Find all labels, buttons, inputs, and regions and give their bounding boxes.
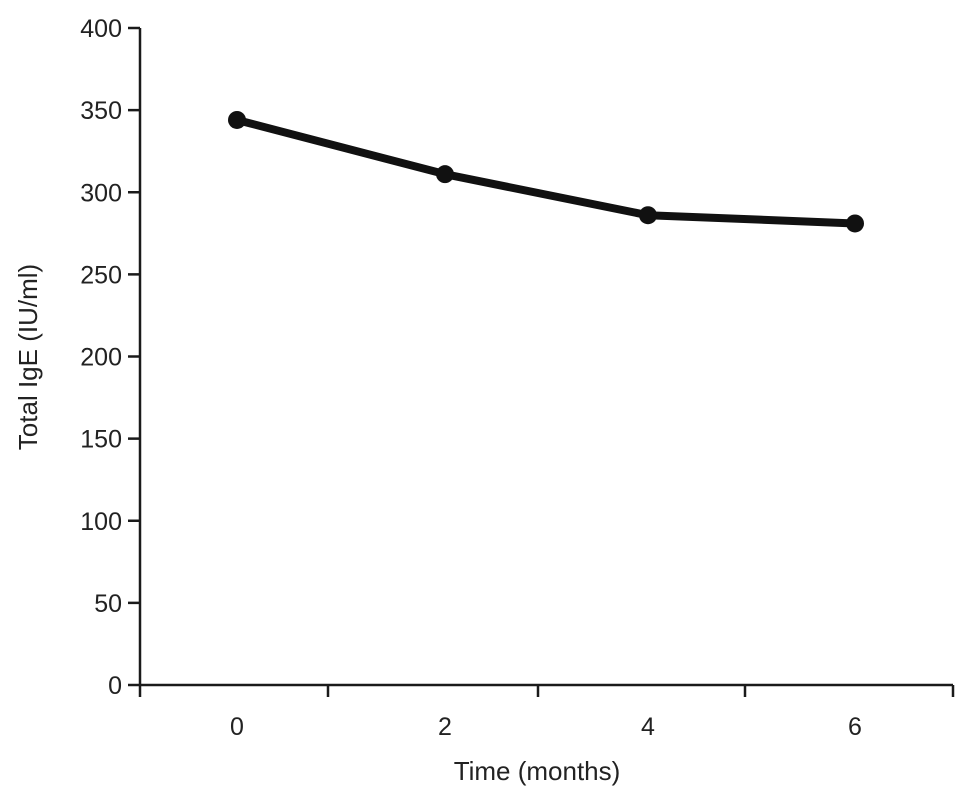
x-tick-label: 6 — [848, 713, 862, 741]
y-axis: 0 50 100 150 200 250 300 350 400 — [80, 15, 142, 700]
series-line — [233, 115, 859, 228]
y-tick-label: 300 — [80, 179, 122, 207]
y-tick-label: 400 — [80, 15, 122, 43]
data-point — [228, 110, 246, 129]
y-tick-label: 150 — [80, 426, 122, 454]
series-layer — [228, 110, 864, 233]
y-tick-label: 0 — [108, 672, 122, 700]
data-point — [436, 165, 454, 184]
y-tick-label: 100 — [80, 508, 122, 536]
y-tick-label: 250 — [80, 261, 122, 289]
x-tick-label: 2 — [438, 713, 452, 741]
y-tick-label: 50 — [94, 590, 122, 618]
y-tick-label: 200 — [80, 344, 122, 372]
x-tick-label: 4 — [641, 713, 655, 741]
x-tick-label: 0 — [230, 713, 244, 741]
x-axis: 0 2 4 6 — [138, 683, 955, 741]
data-point — [639, 206, 657, 225]
x-axis-title: Time (months) — [454, 756, 621, 786]
data-point — [846, 214, 864, 233]
y-axis-title: Total IgE (IU/ml) — [13, 264, 43, 450]
y-tick-label: 350 — [80, 97, 122, 125]
